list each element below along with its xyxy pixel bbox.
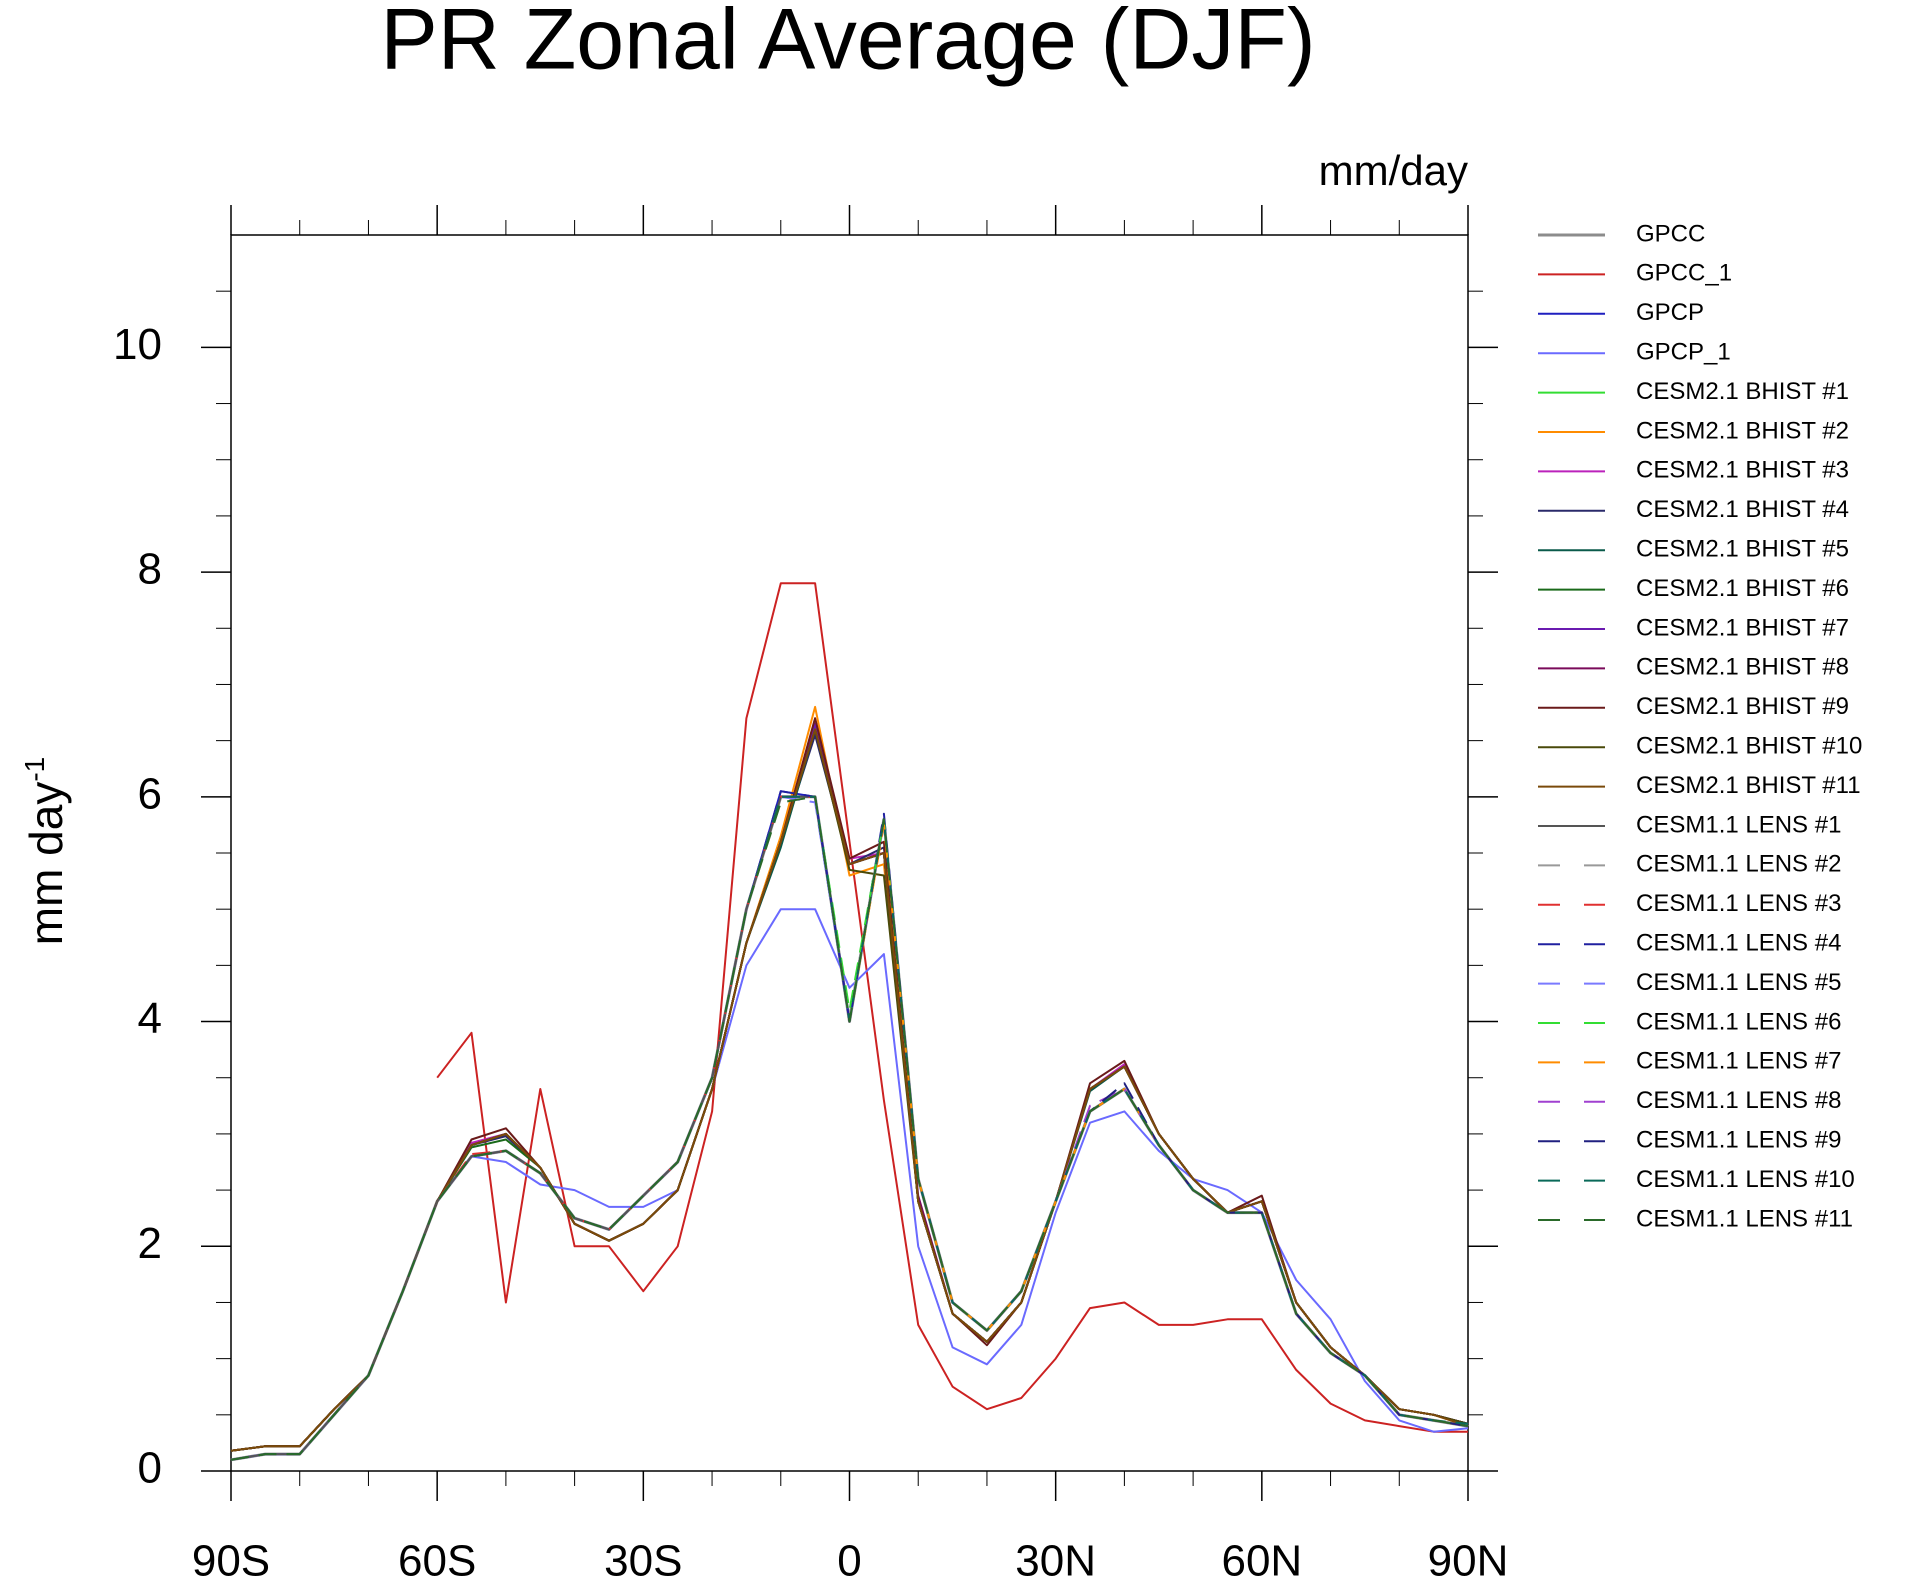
units-label: mm/day xyxy=(1319,147,1468,194)
chart-title: PR Zonal Average (DJF) xyxy=(380,0,1315,88)
legend-label: CESM1.1 LENS #2 xyxy=(1636,851,1841,878)
x-tick-label: 90S xyxy=(192,1537,270,1586)
series-line xyxy=(230,795,1469,1461)
x-tick-label: 30S xyxy=(604,1537,682,1586)
legend-label: GPCC xyxy=(1636,220,1705,247)
series-line xyxy=(230,795,1469,1461)
legend-label: CESM1.1 LENS #9 xyxy=(1636,1127,1841,1154)
series-line xyxy=(230,795,1469,1461)
x-tick-label: 0 xyxy=(837,1537,861,1586)
legend-label: CESM1.1 LENS #1 xyxy=(1636,811,1841,838)
legend-label: CESM2.1 BHIST #6 xyxy=(1636,575,1849,602)
legend-label: CESM1.1 LENS #4 xyxy=(1636,930,1841,957)
x-tick-label: 90N xyxy=(1428,1537,1509,1586)
y-axis-label-exponent: -1 xyxy=(19,757,50,782)
y-tick-label: 2 xyxy=(138,1219,162,1268)
series-line xyxy=(230,795,1469,1461)
x-tick-label: 60N xyxy=(1221,1537,1302,1586)
series-line xyxy=(436,582,1468,1433)
series-line xyxy=(230,790,1469,1461)
series-line xyxy=(230,705,1469,1452)
legend-label: CESM1.1 LENS #11 xyxy=(1636,1205,1853,1232)
series-line xyxy=(230,795,1469,1461)
legend-label: CESM2.1 BHIST #7 xyxy=(1636,614,1849,641)
legend-label: CESM2.1 BHIST #3 xyxy=(1636,457,1849,484)
legend-label: CESM1.1 LENS #3 xyxy=(1636,890,1841,917)
legend-label: CESM2.1 BHIST #4 xyxy=(1636,496,1849,523)
legend-label: CESM2.1 BHIST #5 xyxy=(1636,536,1849,563)
y-axis-label: mm day-1 xyxy=(19,757,72,946)
series-line xyxy=(230,795,1469,1461)
y-tick-label: 0 xyxy=(138,1444,162,1493)
legend-label: CESM2.1 BHIST #11 xyxy=(1636,772,1861,799)
legend-label: CESM2.1 BHIST #10 xyxy=(1636,733,1862,760)
plot-frame xyxy=(230,234,1469,1472)
legend-label: CESM2.1 BHIST #9 xyxy=(1636,693,1849,720)
x-tick-label: 60S xyxy=(398,1537,476,1586)
legend-label: CESM1.1 LENS #6 xyxy=(1636,1008,1841,1035)
legend-label: CESM1.1 LENS #7 xyxy=(1636,1048,1841,1075)
legend-label: CESM2.1 BHIST #8 xyxy=(1636,654,1849,681)
series-line xyxy=(230,722,1469,1452)
y-tick-label: 8 xyxy=(138,545,162,594)
y-axis-label-text: mm day xyxy=(20,782,72,946)
series-line xyxy=(230,790,1469,1461)
series-line xyxy=(230,795,1469,1461)
legend-label: GPCC_1 xyxy=(1636,260,1732,287)
legend-label: CESM2.1 BHIST #2 xyxy=(1636,417,1849,444)
legend-label: CESM1.1 LENS #10 xyxy=(1636,1166,1855,1193)
series-line xyxy=(230,795,1469,1461)
x-tick-label: 30N xyxy=(1015,1537,1096,1586)
series-line xyxy=(230,795,1469,1461)
legend-label: CESM2.1 BHIST #1 xyxy=(1636,378,1849,405)
y-tick-label: 10 xyxy=(113,320,162,369)
series-line xyxy=(230,795,1469,1461)
series-line xyxy=(230,795,1469,1462)
legend-label: CESM1.1 LENS #5 xyxy=(1636,969,1841,996)
series-line xyxy=(230,717,1469,1452)
legend-label: CESM1.1 LENS #8 xyxy=(1636,1087,1841,1114)
legend-label: GPCP_1 xyxy=(1636,339,1731,366)
y-tick-label: 6 xyxy=(138,769,162,818)
series-line xyxy=(230,908,1469,1461)
legend-label: GPCP xyxy=(1636,299,1704,326)
y-tick-label: 4 xyxy=(138,994,162,1043)
